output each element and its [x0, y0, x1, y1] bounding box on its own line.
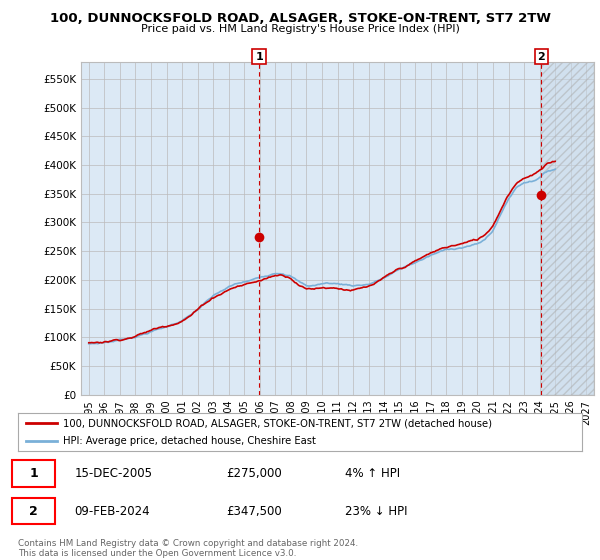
Bar — [541, 62, 594, 395]
Text: Contains HM Land Registry data © Crown copyright and database right 2024.
This d: Contains HM Land Registry data © Crown c… — [18, 539, 358, 558]
FancyBboxPatch shape — [13, 460, 55, 487]
Text: 100, DUNNOCKSFOLD ROAD, ALSAGER, STOKE-ON-TRENT, ST7 2TW: 100, DUNNOCKSFOLD ROAD, ALSAGER, STOKE-O… — [49, 12, 551, 25]
Text: 4% ↑ HPI: 4% ↑ HPI — [345, 467, 400, 480]
Text: 15-DEC-2005: 15-DEC-2005 — [74, 467, 152, 480]
FancyBboxPatch shape — [13, 498, 55, 525]
Text: 09-FEB-2024: 09-FEB-2024 — [74, 505, 150, 517]
Text: £275,000: £275,000 — [227, 467, 283, 480]
Text: 2: 2 — [538, 52, 545, 62]
Text: 2: 2 — [29, 505, 38, 517]
Text: 1: 1 — [255, 52, 263, 62]
Text: HPI: Average price, detached house, Cheshire East: HPI: Average price, detached house, Ches… — [63, 436, 316, 446]
Text: 100, DUNNOCKSFOLD ROAD, ALSAGER, STOKE-ON-TRENT, ST7 2TW (detached house): 100, DUNNOCKSFOLD ROAD, ALSAGER, STOKE-O… — [63, 418, 492, 428]
Text: £347,500: £347,500 — [227, 505, 283, 517]
Text: 23% ↓ HPI: 23% ↓ HPI — [345, 505, 407, 517]
Text: Price paid vs. HM Land Registry's House Price Index (HPI): Price paid vs. HM Land Registry's House … — [140, 24, 460, 34]
Text: 1: 1 — [29, 467, 38, 480]
